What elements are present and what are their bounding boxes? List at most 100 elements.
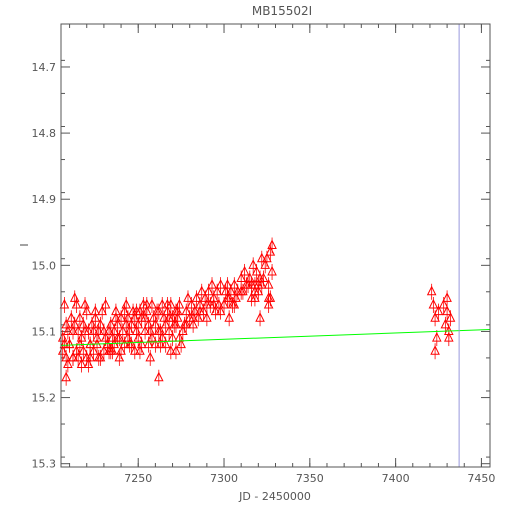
triangle-marker bbox=[229, 298, 240, 309]
data-point bbox=[239, 263, 250, 280]
data-point bbox=[195, 303, 205, 320]
triangle-marker bbox=[147, 331, 157, 342]
data-point bbox=[59, 297, 70, 314]
triangle-marker bbox=[63, 358, 73, 369]
triangle-marker bbox=[188, 318, 198, 329]
triangle-marker bbox=[147, 298, 157, 309]
data-point bbox=[202, 310, 212, 327]
data-point bbox=[186, 297, 197, 314]
x-tick-label: 7300 bbox=[210, 472, 238, 485]
data-point bbox=[176, 336, 186, 353]
y-tick-label: 15.3 bbox=[32, 458, 57, 471]
chart-title: MB15502I bbox=[252, 4, 312, 18]
triangle-marker bbox=[114, 351, 125, 362]
data-point bbox=[445, 310, 456, 327]
y-tick-label: 14.8 bbox=[32, 127, 57, 140]
data-point bbox=[160, 336, 171, 353]
x-axis-label: JD - 2450000 bbox=[238, 490, 311, 503]
x-tick-label: 7350 bbox=[296, 472, 324, 485]
triangle-marker bbox=[239, 265, 250, 276]
y-tick-label: 15.2 bbox=[32, 392, 57, 405]
triangle-marker bbox=[105, 318, 116, 329]
triangle-marker bbox=[109, 325, 120, 335]
plot-frame bbox=[60, 23, 491, 468]
data-point bbox=[236, 283, 246, 300]
data-point bbox=[224, 310, 234, 327]
triangle-marker bbox=[141, 298, 152, 309]
data-point bbox=[155, 336, 166, 353]
triangle-marker bbox=[152, 305, 162, 316]
triangle-marker bbox=[256, 252, 267, 263]
axis-ticks: 7250 7300 7350 7400 7450 14.7 14.8 14.9 15.0 15.1… bbox=[32, 24, 495, 485]
y-tick-label: 15.1 bbox=[32, 325, 57, 338]
triangle-marker bbox=[229, 279, 240, 289]
triangle-marker bbox=[430, 312, 440, 322]
triangle-marker bbox=[124, 338, 135, 349]
data-point bbox=[150, 316, 161, 333]
triangle-marker bbox=[68, 351, 78, 362]
triangle-marker bbox=[78, 345, 89, 355]
data-point bbox=[444, 330, 454, 347]
triangle-marker bbox=[430, 345, 440, 355]
triangle-marker bbox=[154, 371, 164, 382]
x-tick-label: 7400 bbox=[382, 472, 410, 485]
triangle-marker bbox=[75, 338, 85, 349]
triangle-marker bbox=[188, 312, 198, 322]
data-point bbox=[255, 310, 265, 327]
data-point bbox=[140, 323, 150, 340]
triangle-marker bbox=[267, 239, 277, 249]
triangle-marker bbox=[150, 338, 161, 349]
triangle-marker bbox=[143, 338, 154, 349]
data-point bbox=[147, 297, 157, 314]
triangle-marker bbox=[191, 292, 202, 302]
triangle-marker bbox=[262, 252, 272, 263]
data-point bbox=[256, 250, 267, 267]
triangle-marker bbox=[135, 345, 145, 355]
data-point bbox=[152, 303, 162, 320]
triangle-marker bbox=[76, 358, 87, 369]
triangle-marker bbox=[265, 292, 276, 302]
data-point bbox=[215, 303, 226, 320]
data-point bbox=[85, 349, 95, 366]
triangle-marker bbox=[119, 338, 130, 349]
triangle-marker bbox=[166, 345, 176, 355]
data-point bbox=[440, 316, 451, 333]
data-point bbox=[111, 303, 121, 320]
data-point bbox=[171, 343, 181, 360]
triangle-marker bbox=[88, 345, 99, 355]
y-tick-label: 14.9 bbox=[32, 193, 57, 206]
triangle-marker bbox=[207, 279, 217, 289]
triangle-marker bbox=[236, 272, 246, 283]
triangle-marker bbox=[183, 292, 193, 302]
data-point bbox=[250, 290, 260, 307]
triangle-marker bbox=[88, 325, 99, 335]
triangle-marker bbox=[107, 345, 118, 355]
triangle-marker bbox=[73, 351, 83, 362]
data-point bbox=[426, 283, 437, 300]
triangle-marker bbox=[445, 312, 456, 322]
triangle-marker bbox=[63, 325, 73, 335]
model-fit-line bbox=[60, 328, 491, 346]
data-point bbox=[80, 297, 90, 314]
triangle-marker bbox=[140, 325, 150, 335]
triangle-marker bbox=[440, 318, 451, 329]
data-point bbox=[215, 277, 226, 294]
triangle-marker bbox=[222, 279, 233, 289]
triangle-marker bbox=[59, 298, 70, 309]
data-point bbox=[166, 343, 176, 360]
triangle-marker bbox=[116, 312, 126, 322]
triangle-marker bbox=[150, 318, 161, 329]
data-point bbox=[147, 330, 157, 347]
data-point bbox=[431, 330, 442, 347]
triangle-marker bbox=[219, 298, 229, 309]
data-point bbox=[73, 349, 83, 366]
triangle-marker bbox=[236, 285, 246, 296]
data-point bbox=[196, 283, 207, 300]
triangle-marker bbox=[250, 292, 260, 302]
data-point bbox=[229, 297, 240, 314]
triangle-marker bbox=[267, 265, 277, 276]
triangle-marker bbox=[90, 312, 101, 322]
data-point bbox=[95, 316, 106, 333]
data-point bbox=[171, 316, 181, 333]
